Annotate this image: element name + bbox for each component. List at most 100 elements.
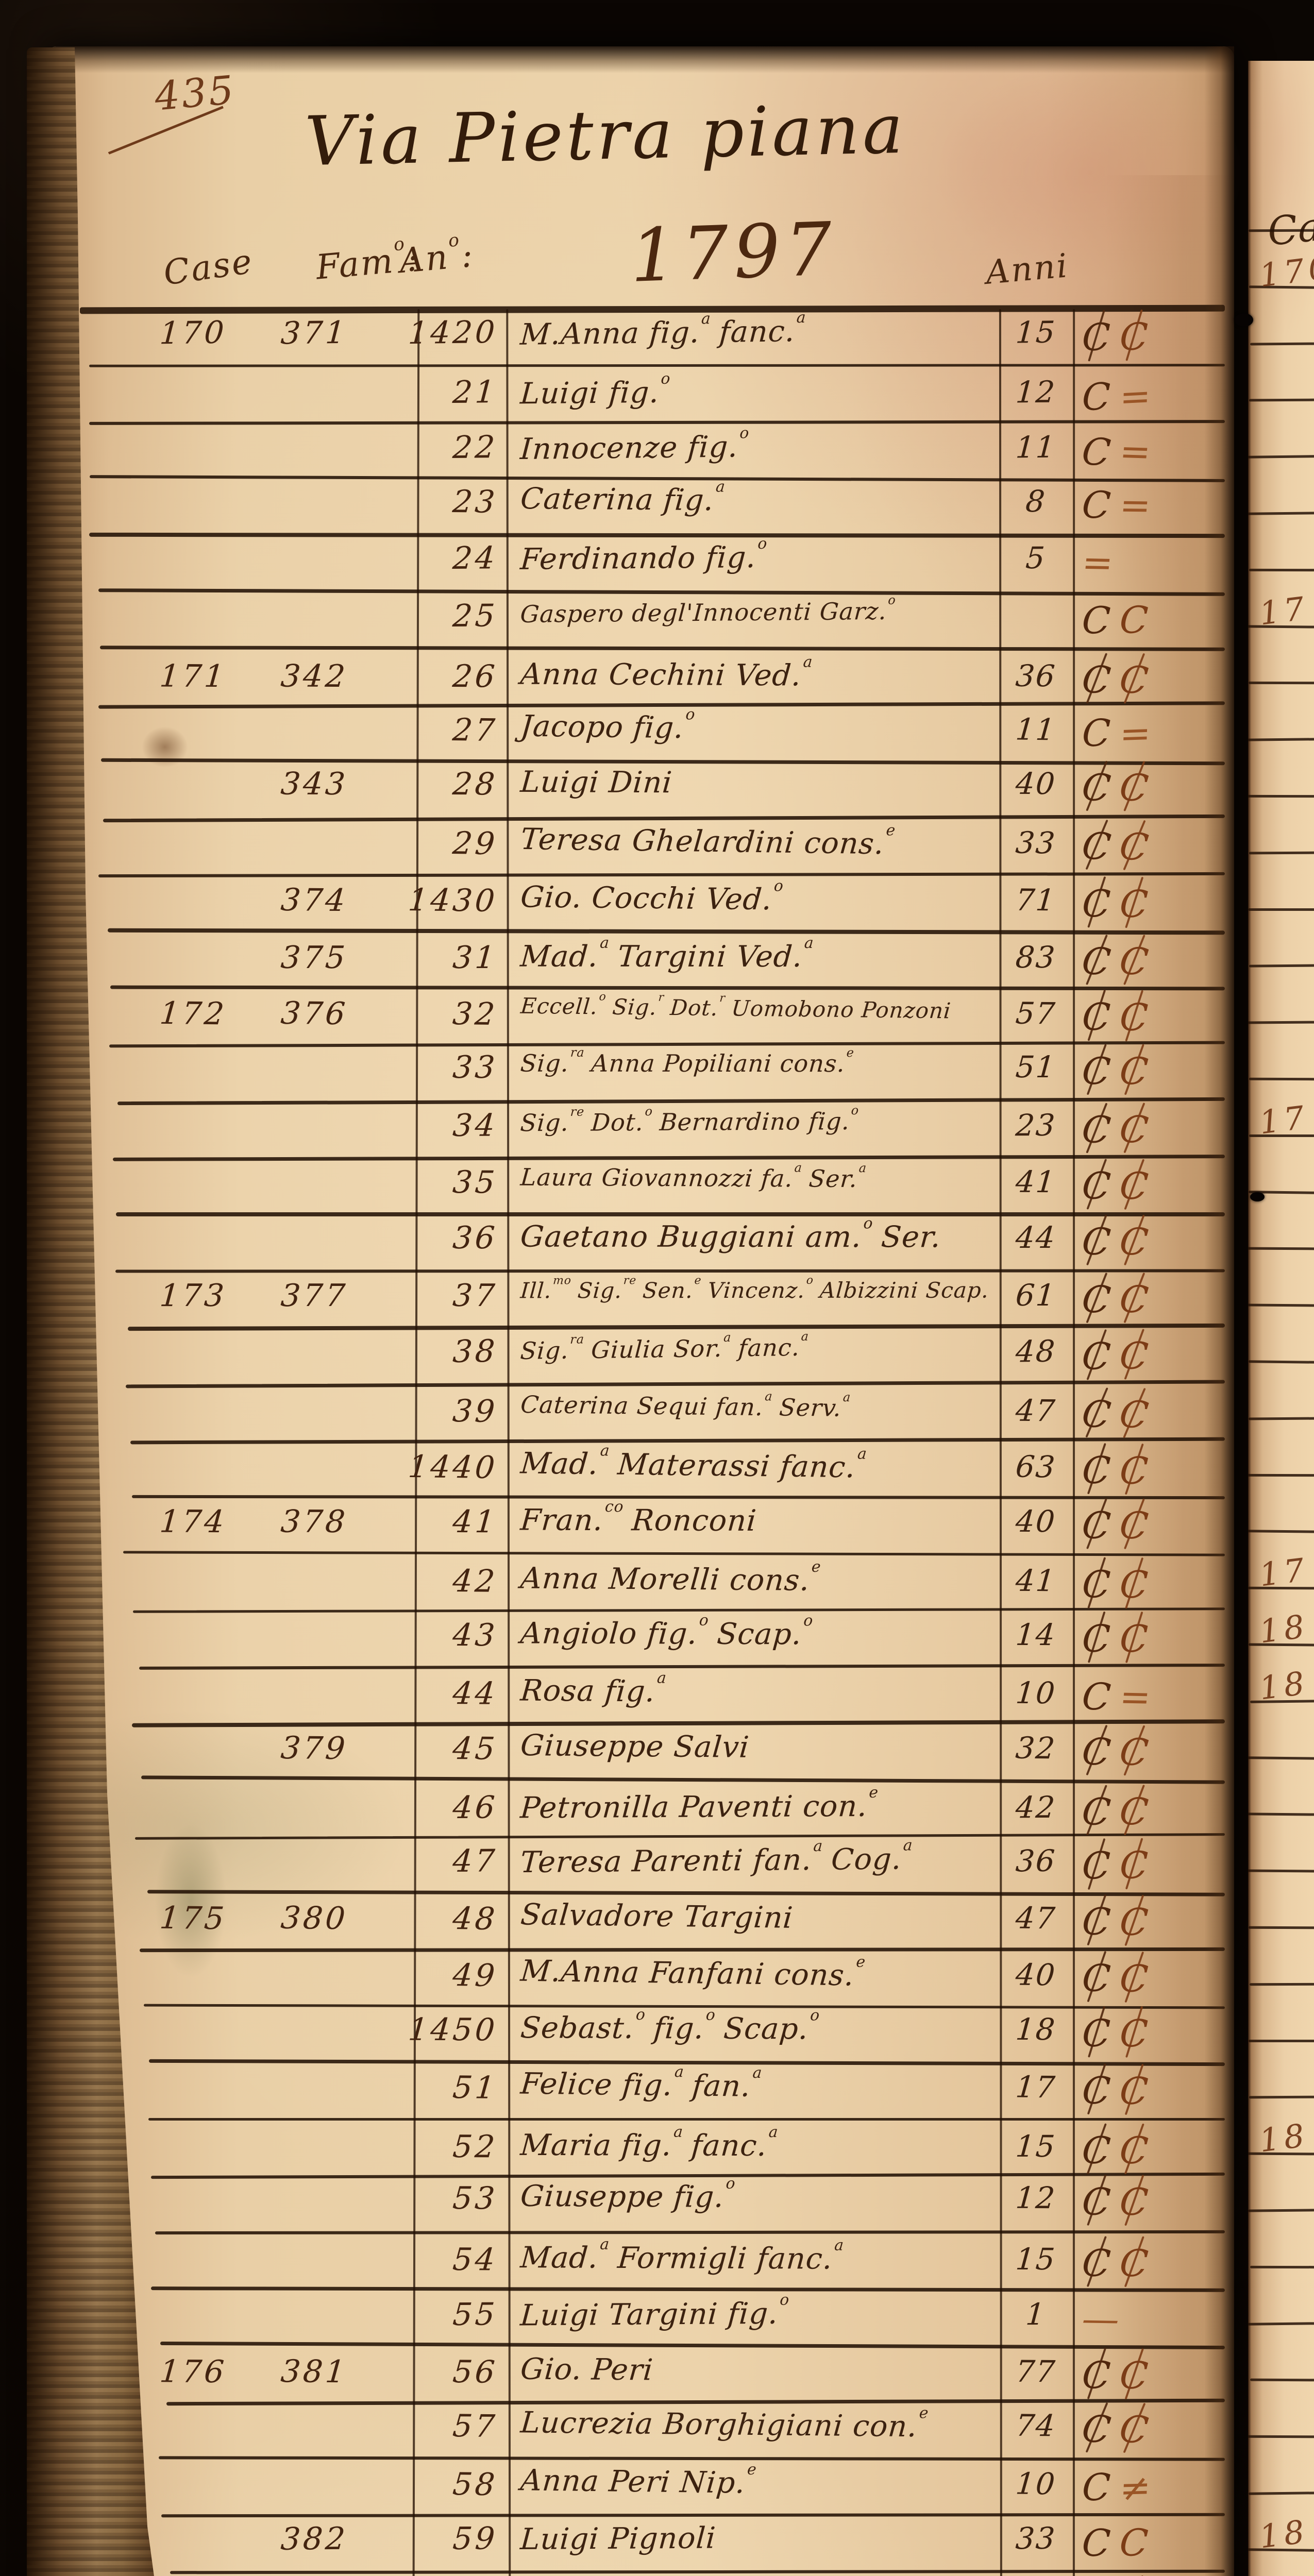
row-rule bbox=[79, 304, 1225, 314]
next-page-rule bbox=[1248, 1417, 1314, 1420]
row-rule bbox=[148, 2118, 1225, 2121]
cell-entry-number: 56 bbox=[451, 2354, 499, 2391]
cell-sacrament-marks: CC bbox=[1080, 1392, 1228, 1437]
cell-sacrament-marks: C = bbox=[1080, 1674, 1228, 1719]
cell-entry-number: 51 bbox=[451, 2069, 499, 2106]
cell-family-number: 378 bbox=[279, 1503, 349, 1540]
row-rule bbox=[99, 646, 1225, 652]
cell-family-number: 374 bbox=[279, 882, 349, 919]
crossed-c-mark: C bbox=[1080, 2241, 1114, 2285]
row-rule bbox=[126, 1380, 1225, 1388]
next-page-rule bbox=[1248, 1303, 1314, 1307]
cell-name: Luigi fig.o bbox=[519, 369, 671, 411]
row-rule bbox=[131, 1719, 1225, 1727]
cell-name: Sig.re Dot.o Bernardino fig.o bbox=[519, 1103, 860, 1137]
cell-age: 74 bbox=[1014, 2408, 1057, 2444]
row-rule bbox=[139, 1947, 1225, 1952]
next-page-rule bbox=[1249, 1077, 1314, 1081]
cell-age: 48 bbox=[1015, 1333, 1057, 1369]
cell-sacrament-marks: CC bbox=[1080, 766, 1228, 810]
mark: — bbox=[1080, 2297, 1122, 2341]
next-page-rule bbox=[1248, 2435, 1314, 2438]
mark: C bbox=[1080, 1674, 1114, 1719]
next-page-rule bbox=[1248, 455, 1314, 459]
cell-family-number: 380 bbox=[279, 1900, 349, 1937]
year-heading: 1797 bbox=[629, 207, 839, 299]
row-rule bbox=[130, 1437, 1225, 1444]
next-page-rule bbox=[1248, 2492, 1314, 2495]
crossed-c-mark: C bbox=[1081, 2353, 1113, 2397]
cell-name: Sig.ra Giulia Sor.a fanc.a bbox=[519, 1328, 810, 1365]
cell-sacrament-marks: CC bbox=[1080, 824, 1228, 870]
worm-hole bbox=[1235, 313, 1253, 327]
next-page-rule bbox=[1248, 1247, 1314, 1250]
cell-family-number: 382 bbox=[279, 2521, 349, 2558]
next-page-rule bbox=[1248, 1360, 1314, 1364]
cell-name: Caterina fig.a bbox=[519, 477, 727, 517]
cell-entry-number: 35 bbox=[451, 1164, 499, 1200]
cell-entry-number: 37 bbox=[451, 1278, 499, 1314]
crossed-c-mark: C bbox=[1118, 1789, 1152, 1834]
mark: C bbox=[1081, 598, 1113, 642]
row-rule bbox=[133, 1607, 1225, 1613]
cell-entry-number: 49 bbox=[451, 1957, 499, 1994]
cell-name: Anna Morelli cons.e bbox=[519, 1557, 822, 1598]
next-page-case-number: 18 bbox=[1257, 1607, 1311, 1651]
cell-age: 40 bbox=[1014, 1503, 1057, 1539]
crossed-c-mark: C bbox=[1081, 2069, 1113, 2112]
crossed-c-mark: C bbox=[1080, 1789, 1114, 1834]
cell-name: Rosa fig.a bbox=[519, 1668, 668, 1709]
cell-name: Giuseppe Salvi bbox=[519, 1728, 751, 1765]
next-page-rule bbox=[1249, 398, 1314, 402]
cell-family-number: 377 bbox=[279, 1278, 349, 1314]
cell-age: 32 bbox=[1014, 1730, 1057, 1766]
cell-age: 41 bbox=[1014, 1563, 1057, 1599]
mark: = bbox=[1117, 429, 1154, 474]
cell-age: 40 bbox=[1014, 1957, 1057, 1993]
cell-entry-number: 31 bbox=[451, 940, 499, 976]
next-page-rule bbox=[1250, 2265, 1314, 2268]
crossed-c-mark: C bbox=[1119, 1563, 1151, 1607]
next-page-case-number: 17 bbox=[1257, 1098, 1311, 1142]
cell-entry-number: 58 bbox=[451, 2466, 499, 2503]
cell-name: Mad.a Formigli fanc.a bbox=[519, 2234, 845, 2276]
cell-entry-number: 43 bbox=[451, 1617, 499, 1654]
row-rule bbox=[143, 2004, 1225, 2009]
cell-entry-number: 1450 bbox=[407, 2012, 499, 2048]
cell-family-number: 379 bbox=[279, 1730, 349, 1767]
row-rule bbox=[160, 2342, 1225, 2350]
next-page-case-number: 18 bbox=[1257, 2512, 1311, 2556]
next-page-rule bbox=[1248, 2039, 1314, 2042]
cell-age: 15 bbox=[1015, 314, 1057, 350]
cell-entry-number: 44 bbox=[451, 1675, 499, 1712]
cell-entry-number: 48 bbox=[451, 1900, 499, 1938]
cell-age: 63 bbox=[1014, 1449, 1057, 1485]
cell-case-number: 173 bbox=[158, 1278, 228, 1314]
cell-family-number: 376 bbox=[279, 995, 349, 1032]
cell-sacrament-marks: C = bbox=[1081, 711, 1228, 756]
cell-entry-number: 55 bbox=[451, 2296, 499, 2333]
cell-age: 15 bbox=[1014, 2241, 1057, 2277]
cell-name: Ill.mo Sig.re Sen.e Vincenz.o Albizzini … bbox=[519, 1274, 990, 1303]
cell-entry-number: 33 bbox=[451, 1049, 499, 1086]
crossed-c-mark: C bbox=[1080, 1049, 1114, 1093]
row-rule bbox=[148, 2059, 1225, 2066]
cell-age: 47 bbox=[1014, 1900, 1057, 1936]
mark: C bbox=[1080, 483, 1114, 527]
cell-name: M.Anna Fanfani cons.e bbox=[519, 1952, 867, 1993]
cell-case-number: 176 bbox=[158, 2353, 228, 2391]
cell-age: 15 bbox=[1014, 2129, 1057, 2164]
row-rule bbox=[108, 928, 1225, 935]
next-page-rule bbox=[1248, 2209, 1314, 2212]
